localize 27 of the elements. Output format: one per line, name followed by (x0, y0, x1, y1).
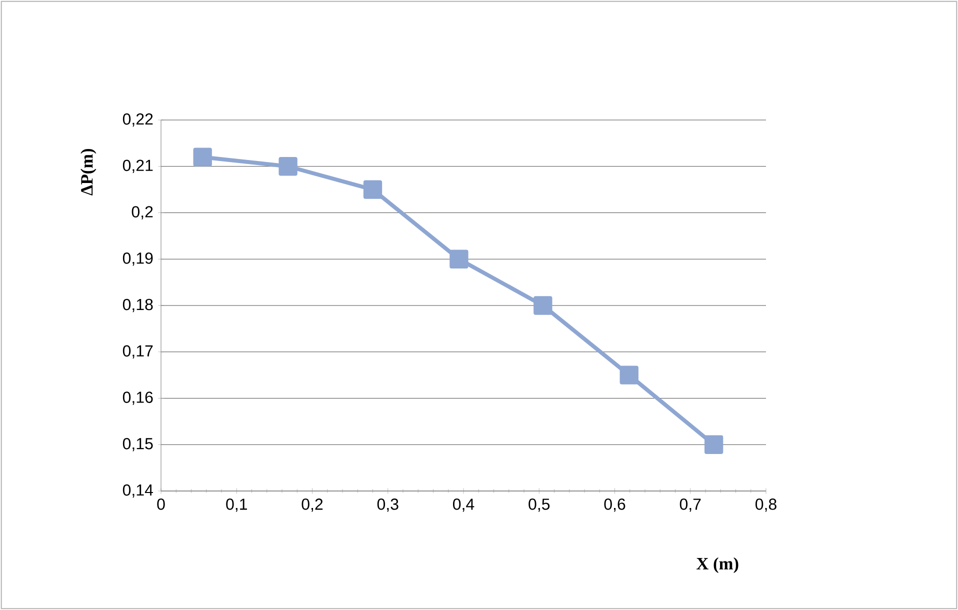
y-tick-label: 0,19 (122, 252, 153, 266)
x-tick-label: 0 (157, 498, 165, 510)
x-axis-title: X (m) (696, 557, 738, 574)
x-tick-label: 0,2 (302, 498, 323, 512)
x-tick-label: 0,6 (604, 498, 626, 512)
y-tick-label: 0,15 (122, 438, 153, 452)
point (363, 180, 382, 199)
y-tick-label: 0,14 (122, 484, 153, 498)
point (704, 435, 724, 454)
x-tick-label: 0,1 (226, 498, 247, 512)
point (450, 250, 468, 268)
point (193, 148, 212, 166)
y-tick-label: 0,16 (122, 392, 153, 405)
y-axis-title: ΔP(m) (80, 148, 96, 196)
x-tick-label: 0,8 (756, 498, 776, 512)
x-tick-label: 0,7 (680, 498, 701, 512)
point (278, 157, 298, 176)
point (534, 296, 552, 315)
point (620, 366, 638, 384)
y-tick-label: 0,21 (122, 160, 153, 173)
y-tick-label: 0,22 (122, 113, 153, 127)
y-tick-label: 0,2 (132, 206, 153, 220)
x-tick-label: 0,4 (453, 498, 474, 512)
y-tick-label: 0,17 (122, 345, 153, 358)
x-tick-label: 0,5 (528, 498, 550, 512)
x-tick-label: 0,3 (377, 498, 398, 512)
y-tick-label: 0,18 (122, 298, 153, 312)
